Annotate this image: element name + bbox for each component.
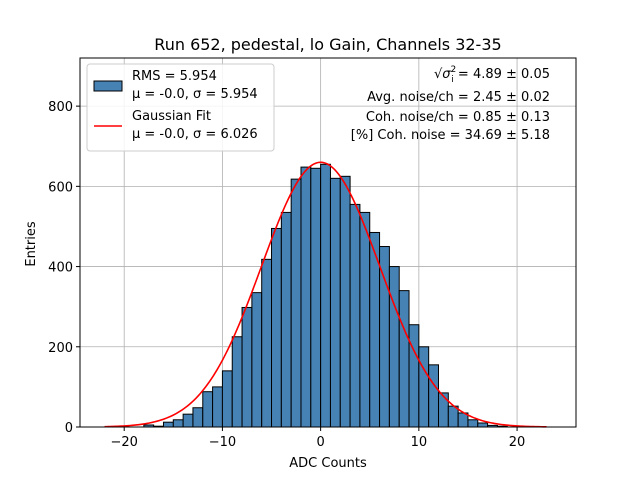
histogram-bar [212,386,223,428]
histogram-bar [310,167,322,428]
histogram-bar [300,166,312,428]
x-tick-label: 20 [509,435,526,450]
noise-annotations: √σ2 i = 4.89 ± 0.05 Avg. noise/ch = 2.45 … [351,65,550,143]
histogram-bar [182,413,194,428]
histogram-bar [447,405,459,428]
histogram-bar [280,211,292,428]
annotation-sigma-value: = 4.89 ± 0.05 [454,67,550,82]
y-tick-label: 600 [48,180,73,195]
y-tick-label: 200 [48,341,73,356]
histogram-bar [202,391,214,428]
histogram-bar [290,178,302,428]
x-tick-label: −20 [110,435,137,450]
histogram-bar [271,227,282,428]
legend-box [86,63,275,152]
histogram-bar [467,419,479,428]
y-tick-label: 400 [48,261,73,276]
annotation-sigma: √σ2 i = 4.89 ± 0.05 [434,65,550,85]
x-axis-label: ADC Counts [289,456,367,471]
histogram-bar [329,177,341,428]
histogram-bar [231,336,243,428]
histogram-bar [162,421,174,428]
histogram-bar [428,364,439,428]
histogram-bar [172,419,184,428]
y-axis-ticks: 0 200 400 600 800 [48,100,80,436]
annotation-sigma-symbol: σ [442,67,451,82]
histogram-bar [221,370,233,428]
histogram-bar [241,306,253,428]
plot-frame [79,57,577,428]
histogram-bar [379,246,390,428]
legend-fit-label: Gaussian Fit [132,109,211,124]
histogram-bar [349,203,361,428]
y-tick-label: 800 [48,100,73,115]
legend: RMS = 5.954 μ = -0.0, σ = 5.954 Gaussian… [86,63,275,152]
annotation-sigma-sub: i [451,75,454,85]
legend-fit-stats: μ = -0.0, σ = 6.026 [132,127,258,142]
y-tick-label: 0 [65,421,73,436]
histogram-bar [261,258,273,428]
x-tick-label: −10 [209,435,236,450]
annotation-avg-noise: Avg. noise/ch = 2.45 ± 0.02 [367,90,550,105]
histogram-bar [192,407,204,428]
annotation-coh-noise-percent: [%] Coh. noise = 34.69 ± 5.18 [351,128,550,143]
histogram-bar [251,292,263,428]
histogram-bar [408,324,420,428]
x-tick-label: 10 [411,435,428,450]
histogram-bar [418,346,430,428]
annotation-sigma-sup: 2 [451,65,457,75]
legend-histogram-stats: μ = -0.0, σ = 5.954 [132,87,258,102]
histogram-bar [339,175,351,428]
annotation-coh-noise: Coh. noise/ch = 0.85 ± 0.13 [366,110,550,125]
gaussian-fit-line [104,161,547,428]
histogram-bar [359,211,371,428]
histogram-bar [398,290,410,428]
x-axis-ticks: −20 −10 0 10 20 [110,427,525,450]
histogram-bar [477,422,489,428]
chart-title: Run 652, pedestal, lo Gain, Channels 32-… [154,35,501,54]
legend-histogram-label: RMS = 5.954 [132,69,217,84]
annotation-sigma-root: √ [434,67,443,82]
histogram-bar [437,392,449,428]
histogram-bar [320,163,331,428]
histogram-bar [388,266,400,428]
legend-histogram-swatch [93,80,123,92]
x-tick-label: 0 [316,435,324,450]
y-axis-label: Entries [24,221,39,267]
